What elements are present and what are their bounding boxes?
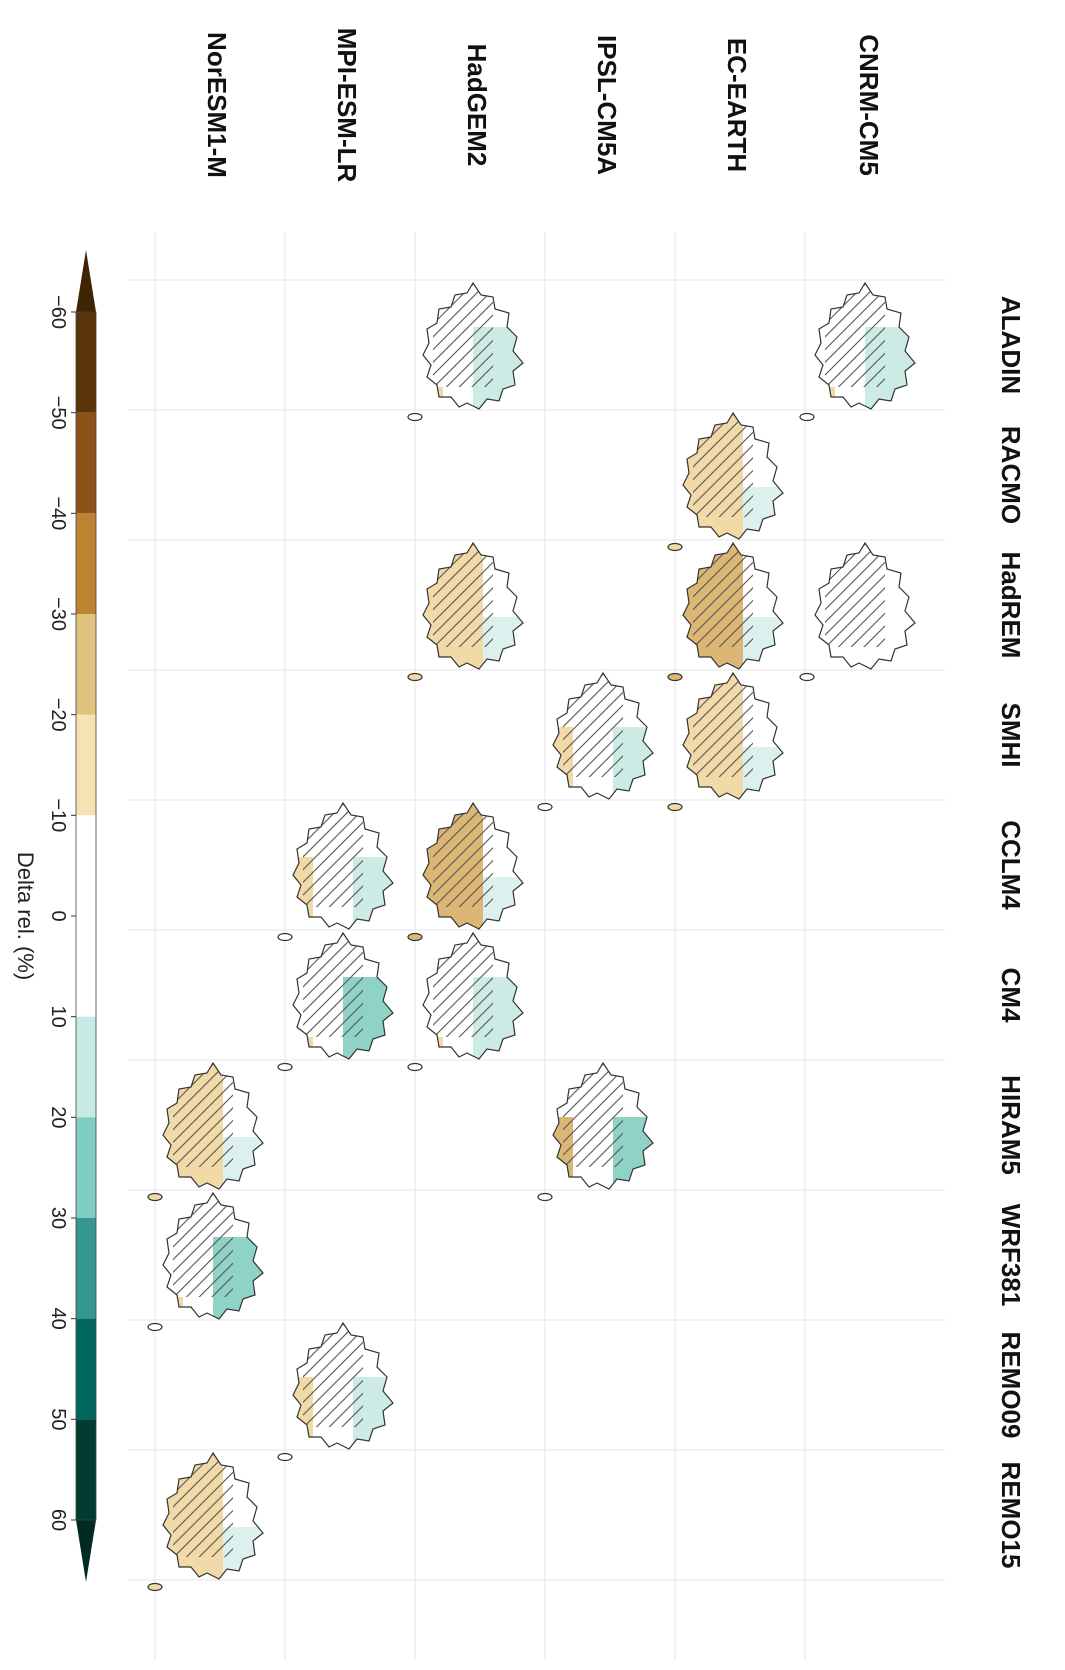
island-outline [667, 672, 683, 682]
rcm-label: CM4 [996, 968, 1026, 1023]
rcm-label: WRF381 [996, 1204, 1026, 1307]
colorbar-tick-label: 10 [47, 1006, 69, 1028]
region-outline [292, 1321, 394, 1450]
region-map [537, 1061, 654, 1202]
panel-grid [128, 232, 945, 1660]
colorbar-bin [76, 1218, 96, 1319]
region-outline [682, 411, 784, 540]
region-outline [422, 931, 524, 1060]
region-map [407, 931, 524, 1072]
region-outline [682, 541, 784, 670]
region-map [799, 541, 916, 682]
colorbar-tick-label: −30 [47, 597, 69, 631]
colorbar-bin [76, 714, 96, 816]
colorbar-tick-label: −40 [47, 496, 69, 530]
rcm-label: ALADIN [996, 296, 1026, 394]
colorbar-bin [76, 1419, 96, 1520]
island-outline [407, 932, 423, 942]
region-map [667, 541, 784, 682]
island-outline [277, 932, 293, 942]
gcm-label: EC-EARTH [722, 38, 752, 172]
colorbar-bin [76, 312, 96, 413]
colorbar-bin [76, 614, 96, 715]
gcm-label: HadGEM2 [462, 44, 492, 167]
rcm-label: SMHI [996, 703, 1026, 768]
region-map [277, 801, 394, 942]
colorbar-tick-label: 50 [47, 1408, 69, 1430]
region-outline [814, 541, 916, 670]
colorbar-title: Delta rel. (%) [13, 852, 38, 980]
island-outline [667, 542, 683, 552]
region-map [799, 281, 916, 422]
island-outline [147, 1192, 163, 1202]
region-outline [682, 671, 784, 800]
colorbar-tick-label: 30 [47, 1207, 69, 1229]
region-map [407, 281, 524, 422]
rcm-label: HadREM [996, 552, 1026, 659]
colorbar-bin [76, 412, 96, 514]
island-outline [799, 412, 815, 422]
region-outline [814, 281, 916, 410]
region-map [277, 1321, 394, 1462]
region-outline [162, 1451, 264, 1580]
colorbar-tick-label: −10 [47, 798, 69, 832]
rcm-label: RACMO [996, 426, 1026, 524]
gcm-label: NorESM1-M [202, 32, 232, 178]
island-outline [667, 802, 683, 812]
colorbar: −60 −50 −40 −30 −20 −10 0 10 20 30 40 50 60 Delta rel… [13, 250, 97, 1582]
region-outline [422, 281, 524, 410]
island-outline [277, 1452, 293, 1462]
island-outline [147, 1582, 163, 1592]
colorbar-bin [76, 1318, 96, 1420]
region-outline [162, 1191, 264, 1320]
colorbar-arrow-high [76, 1520, 96, 1582]
colorbar-arrow-low [76, 250, 96, 312]
colorbar-bin [76, 1117, 96, 1218]
island-outline [537, 802, 553, 812]
island-outline [277, 1062, 293, 1072]
rcm-label: REMO09 [996, 1332, 1026, 1439]
rcm-label: HIRAM5 [996, 1075, 1026, 1175]
region-map [407, 541, 524, 682]
colorbar-tick-label: −50 [47, 396, 69, 430]
colorbar-tick-label: 20 [47, 1106, 69, 1128]
colorbar-tick-label: 0 [47, 910, 69, 921]
axis-labels: CNRM-CM5 EC-EARTH IPSL-CM5A HadGEM2 MPI-ESM-… [202, 28, 1026, 1569]
region-map [277, 931, 394, 1072]
colorbar-bin [76, 1016, 96, 1118]
colorbar-bin [76, 815, 96, 1017]
region-map [667, 671, 784, 812]
colorbar-tick-label: 40 [47, 1308, 69, 1330]
island-outline [147, 1322, 163, 1332]
colorbar-bin [76, 513, 96, 614]
rcm-label: CCLM4 [996, 820, 1026, 910]
gcm-label: MPI-ESM-LR [332, 28, 362, 183]
region-outline [162, 1061, 264, 1190]
island-outline [407, 1062, 423, 1072]
colorbar-tick-label: 60 [47, 1509, 69, 1531]
region-outline [422, 541, 524, 670]
region-outline [422, 801, 524, 930]
region-outline [552, 1061, 654, 1190]
island-outline [537, 1192, 553, 1202]
gcm-label: IPSL-CM5A [592, 35, 622, 175]
map-panels [147, 281, 916, 1592]
island-outline [407, 412, 423, 422]
island-outline [407, 672, 423, 682]
region-map [147, 1191, 264, 1332]
colorbar-tick-label: −60 [47, 295, 69, 329]
colorbar-tick-label: −20 [47, 698, 69, 732]
region-map [147, 1451, 264, 1592]
island-outline [799, 672, 815, 682]
region-outline [292, 931, 394, 1060]
gcm-label: CNRM-CM5 [854, 34, 884, 176]
region-map [407, 801, 524, 942]
region-outline [292, 801, 394, 930]
region-map [537, 671, 654, 812]
region-map [667, 411, 784, 552]
region-outline [552, 671, 654, 800]
region-map [147, 1061, 264, 1202]
rcm-label: REMO15 [996, 1462, 1026, 1569]
